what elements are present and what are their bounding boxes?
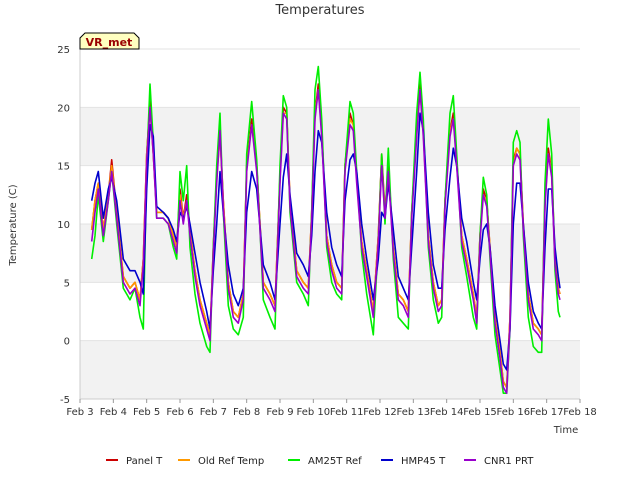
legend: Panel T Old Ref Temp AM25T Ref HMP45 T CNR1 …	[106, 456, 534, 467]
x-tick-label: Feb 14	[430, 407, 464, 418]
y-tick-label: 20	[57, 103, 70, 114]
series-line-hmp45-t	[90, 112, 561, 371]
y-tick-label: 25	[57, 45, 70, 56]
plot-background	[79, 48, 580, 400]
badge-label: VR_met	[86, 36, 133, 49]
legend-label-panel-t: Panel T	[126, 456, 163, 467]
x-axis-ticks: Feb 3 Feb 4 Feb 5 Feb 6 Feb 7 Feb 8 Feb 9 Feb 1…	[66, 399, 597, 418]
y-tick-label: 0	[64, 337, 70, 348]
station-badge: VR_met	[79, 32, 140, 50]
y-tick-label: 10	[57, 220, 70, 231]
chart-title: Temperatures	[274, 3, 364, 18]
legend-label-am25t-ref: AM25T Ref	[308, 456, 362, 467]
y-tick-label: 15	[57, 162, 70, 173]
x-tick-label: Feb 12	[363, 407, 397, 418]
legend-label-old-ref-temp: Old Ref Temp	[198, 456, 264, 467]
y-axis-label: Temperature (C)	[8, 184, 19, 266]
y-tick-label: 5	[64, 278, 70, 289]
x-tick-label: Feb 17	[530, 407, 564, 418]
x-tick-label: Feb 9	[266, 407, 293, 418]
legend-label-hmp45-t: HMP45 T	[401, 456, 446, 467]
grid-band	[80, 107, 580, 166]
x-tick-label: Feb 11	[330, 407, 364, 418]
x-tick-label: Feb 4	[100, 407, 127, 418]
y-axis-ticks: -5 0 5 10 15 20 25	[57, 45, 70, 406]
x-tick-label: Feb 5	[133, 407, 160, 418]
x-tick-label: Feb 10	[297, 407, 331, 418]
x-tick-label: Feb 16	[497, 407, 531, 418]
series-line-cnr1-prt	[90, 89, 561, 394]
x-tick-label: Feb 7	[200, 407, 227, 418]
x-tick-label: Feb 13	[397, 407, 431, 418]
y-tick-label: -5	[60, 395, 70, 406]
x-tick-label: Feb 6	[166, 407, 193, 418]
x-tick-label: Feb 15	[463, 407, 497, 418]
x-tick-label: Feb 18	[563, 407, 597, 418]
x-tick-label: Feb 8	[233, 407, 260, 418]
x-axis-label: Time	[553, 425, 578, 436]
legend-label-cnr1-prt: CNR1 PRT	[484, 456, 534, 467]
series-lines	[90, 65, 561, 394]
x-tick-label: Feb 3	[66, 407, 93, 418]
badge-shape	[79, 32, 140, 50]
